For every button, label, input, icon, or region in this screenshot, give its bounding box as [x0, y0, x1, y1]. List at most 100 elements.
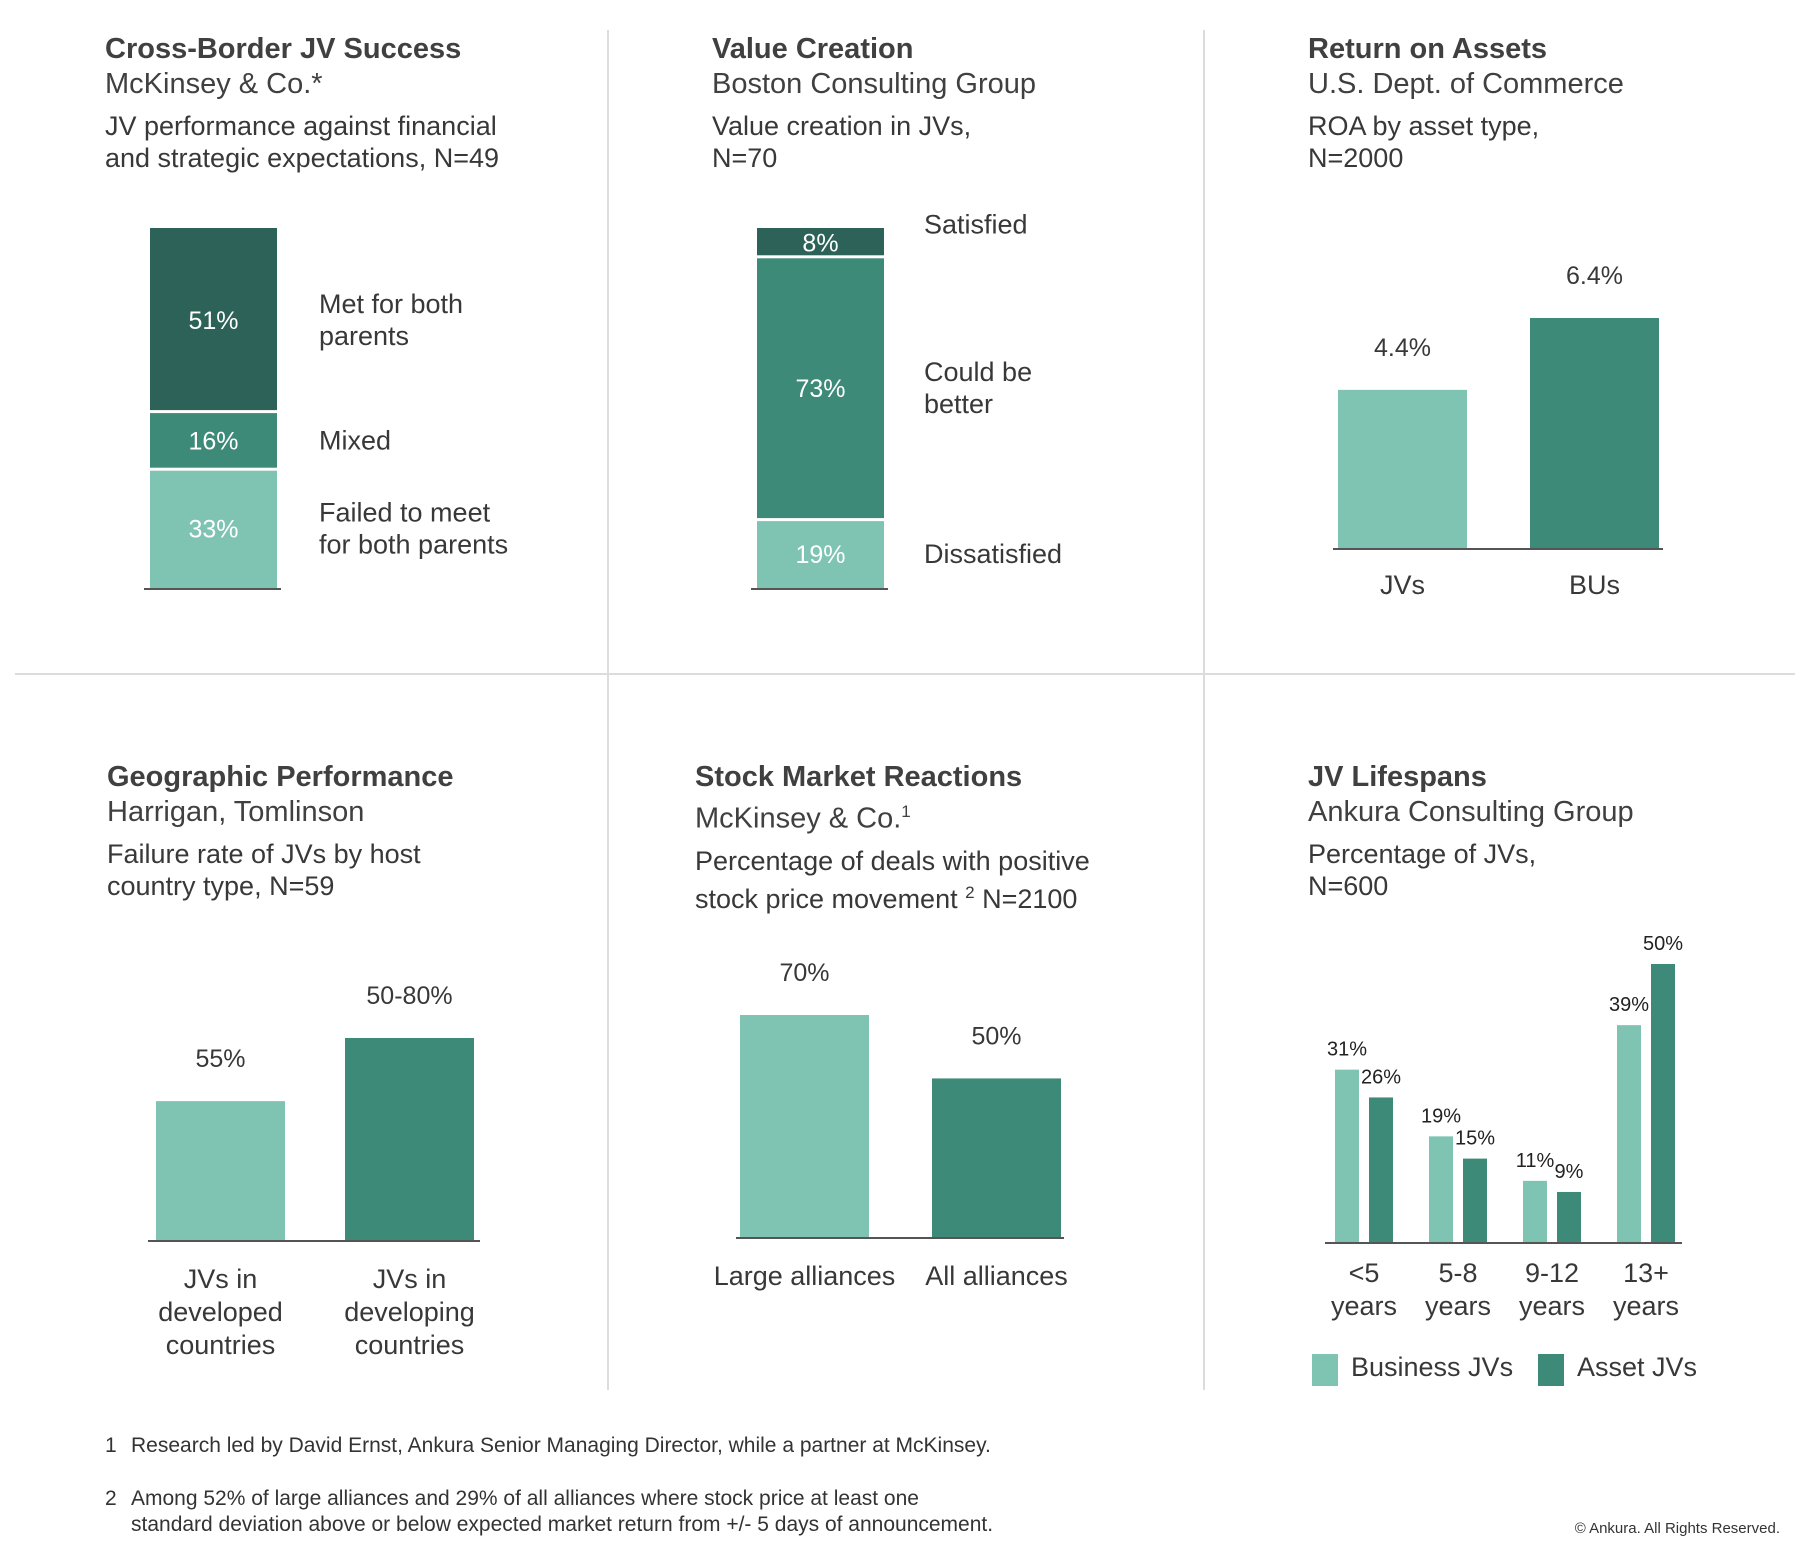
vertical-divider-1 — [607, 30, 609, 1390]
bar — [1335, 1069, 1359, 1242]
panel-description: Percentage of JVs, N=600 — [1308, 839, 1537, 901]
bar-value-label: 11% — [1516, 1150, 1555, 1172]
bar-category-label: 13+ — [1623, 1258, 1669, 1288]
panel-description: ROA by asset type, N=2000 — [1308, 111, 1540, 173]
segment-category-label: Dissatisfied — [924, 539, 1062, 569]
bar-category-label: JVs in — [184, 1264, 258, 1294]
panel-source: Harrigan, Tomlinson — [107, 796, 365, 828]
segment-category-label: Satisfied — [924, 209, 1028, 239]
bar — [1617, 1025, 1641, 1242]
segment-label: 16% — [188, 427, 238, 455]
copyright: © Ankura. All Rights Reserved. — [1574, 1520, 1780, 1537]
bar — [1651, 964, 1675, 1242]
stacked-segment — [150, 228, 277, 411]
horizontal-divider — [15, 673, 1795, 675]
bar-category-label: years — [1613, 1291, 1679, 1321]
panel-value-creation: Value Creation Boston Consulting Group V… — [712, 32, 1036, 174]
segment-label: 51% — [188, 307, 238, 335]
bar-category-label: BUs — [1569, 570, 1620, 600]
panel-title: JV Lifespans — [1308, 761, 1487, 793]
footnote-2: 2 Among 52% of large alliances and 29% of… — [105, 1487, 994, 1536]
legend-label: Asset JVs — [1577, 1352, 1697, 1382]
panel-roa: Return on Assets U.S. Dept. of Commerce … — [1308, 32, 1624, 174]
panel-geographic: Geographic Performance Harrigan, Tomlins… — [107, 760, 454, 902]
legend-label: Business JVs — [1351, 1352, 1513, 1382]
bar-category-label: countries — [355, 1330, 465, 1360]
bar-value-label: 19% — [1421, 1105, 1461, 1127]
segment-category-label: Mixed — [319, 425, 391, 455]
panel-source: U.S. Dept. of Commerce — [1308, 68, 1624, 100]
vertical-divider-2 — [1203, 30, 1205, 1390]
segment-label: 73% — [795, 375, 845, 403]
segment-label: 19% — [795, 541, 845, 569]
segment-category-label: for both parents — [319, 530, 508, 560]
bar — [1429, 1136, 1453, 1242]
bar — [932, 1078, 1061, 1237]
segment-category-label: Failed to meet — [319, 498, 491, 528]
panel-cross-border: Cross-Border JV Success McKinsey & Co.* … — [105, 32, 499, 174]
stacked-segment — [757, 521, 884, 588]
bar-value-label: 15% — [1455, 1128, 1495, 1150]
panel-title: Stock Market Reactions — [695, 761, 1023, 793]
bar-value-label: 9% — [1555, 1161, 1584, 1183]
bar-category-label: Large alliances — [714, 1261, 896, 1291]
segment-category-label: Met for both — [319, 289, 463, 319]
bar-value-label: 70% — [779, 959, 829, 987]
panel-source: McKinsey & Co.* — [105, 68, 323, 100]
stacked-segment — [757, 228, 884, 256]
bar-value-label: 50% — [971, 1022, 1021, 1050]
bar-category-label: developing — [344, 1297, 475, 1327]
panel-description: Percentage of deals with positive stock … — [695, 845, 1090, 914]
panel-title: Return on Assets — [1308, 33, 1548, 65]
bar-category-label: developed — [158, 1297, 283, 1327]
bar — [345, 1038, 474, 1240]
panel-source: Ankura Consulting Group — [1308, 796, 1634, 828]
footnote-1: 1 Research led by David Ernst, Ankura Sen… — [105, 1434, 991, 1457]
panel-title: Geographic Performance — [107, 761, 454, 793]
bar — [1530, 318, 1659, 548]
panel-description: Value creation in JVs, N=70 — [712, 111, 972, 173]
panel-description: JV performance against financial and str… — [105, 111, 499, 173]
bar-value-label: 6.4% — [1566, 262, 1623, 290]
bar — [1523, 1180, 1547, 1242]
panel-source: Boston Consulting Group — [712, 68, 1037, 100]
bar — [1369, 1097, 1393, 1242]
segment-category-label: parents — [319, 321, 409, 351]
panel-description: Failure rate of JVs by host country type… — [107, 839, 421, 901]
bar-value-label: 50-80% — [366, 982, 452, 1010]
legend-swatch — [1538, 1354, 1564, 1386]
stacked-segment — [150, 413, 277, 468]
bar-value-label: 31% — [1327, 1039, 1367, 1061]
panel-title: Value Creation — [712, 33, 914, 65]
bar-category-label: All alliances — [925, 1261, 1068, 1291]
bar-category-label: years — [1425, 1291, 1491, 1321]
bar — [740, 1015, 869, 1237]
segment-category-label: better — [924, 389, 993, 419]
panel-title: Cross-Border JV Success — [105, 33, 462, 65]
bar — [1557, 1191, 1581, 1242]
stacked-segment — [150, 470, 277, 588]
bar-category-label: JVs — [1380, 570, 1425, 600]
bar-category-label: years — [1519, 1291, 1585, 1321]
bar-value-label: 26% — [1361, 1066, 1401, 1088]
bar-category-label: 9-12 — [1525, 1258, 1579, 1288]
bar-value-label: 39% — [1609, 994, 1649, 1016]
bar — [1463, 1158, 1487, 1242]
panel-source: McKinsey & Co.1 — [695, 802, 911, 835]
bar-category-label: <5 — [1349, 1258, 1380, 1288]
legend-swatch — [1312, 1354, 1338, 1386]
bar-category-label: 5-8 — [1438, 1258, 1477, 1288]
segment-label: 33% — [188, 516, 238, 544]
bar-category-label: JVs in — [373, 1264, 447, 1294]
bar-value-label: 55% — [195, 1045, 245, 1073]
panel-stock-market: Stock Market Reactions McKinsey & Co.1 P… — [695, 760, 1090, 915]
segment-label: 8% — [802, 229, 838, 257]
bar — [1338, 389, 1467, 548]
bar-category-label: years — [1331, 1291, 1397, 1321]
